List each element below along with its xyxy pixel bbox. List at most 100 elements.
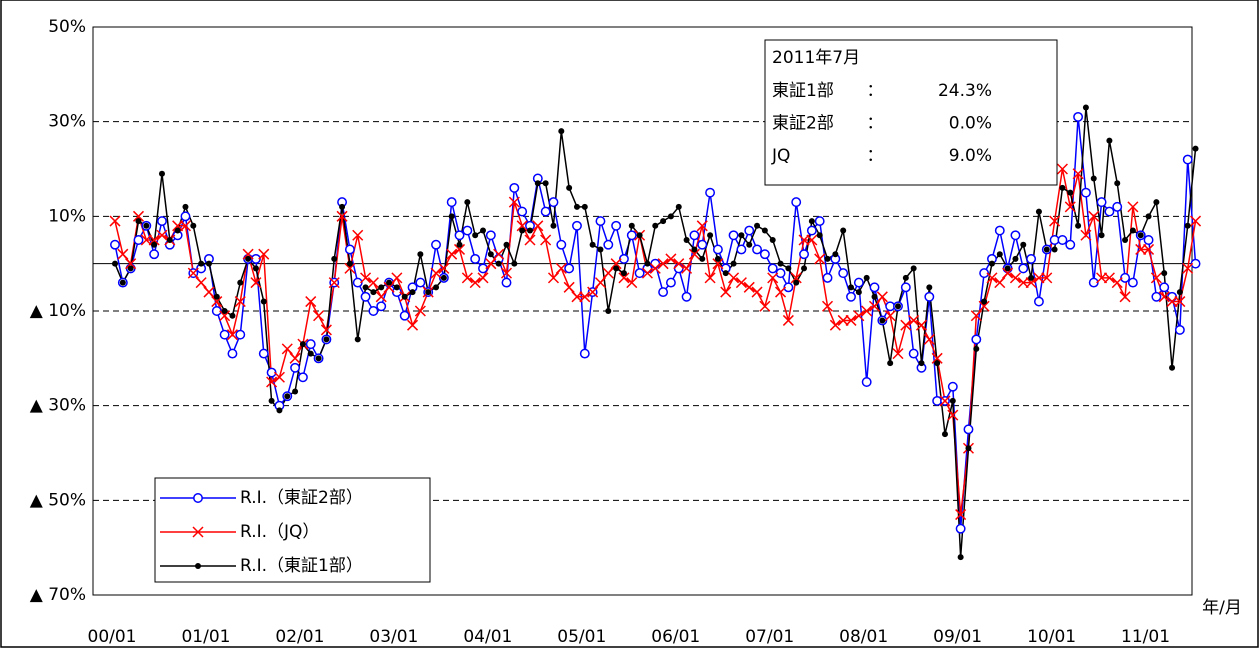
point xyxy=(689,230,700,241)
point xyxy=(297,372,308,383)
point xyxy=(1182,154,1193,165)
point xyxy=(871,293,878,300)
point xyxy=(273,371,285,383)
point xyxy=(1012,255,1019,262)
point xyxy=(127,265,134,272)
point xyxy=(673,258,685,270)
point xyxy=(691,246,698,253)
point xyxy=(517,206,528,217)
point xyxy=(754,222,761,229)
point xyxy=(683,237,690,243)
point xyxy=(1009,272,1021,284)
point xyxy=(431,239,441,250)
point xyxy=(634,268,645,279)
point xyxy=(869,282,880,293)
legend-marker xyxy=(195,563,201,569)
point xyxy=(939,395,951,407)
point xyxy=(135,218,142,225)
point xyxy=(1169,364,1176,371)
point xyxy=(1120,272,1131,283)
point xyxy=(965,445,972,452)
annotation-sep: ： xyxy=(867,81,884,101)
point xyxy=(320,324,332,336)
point xyxy=(156,229,168,241)
point xyxy=(746,241,753,248)
point xyxy=(816,232,823,239)
point xyxy=(346,260,353,267)
point xyxy=(548,197,559,208)
point xyxy=(658,287,669,298)
point xyxy=(587,286,599,298)
point xyxy=(996,251,1003,258)
point xyxy=(414,305,426,317)
point xyxy=(1174,324,1185,335)
point xyxy=(313,310,325,322)
point xyxy=(863,274,870,281)
point xyxy=(148,234,160,246)
point xyxy=(751,286,763,298)
legend-label: R.I.（JQ） xyxy=(240,522,319,542)
point xyxy=(556,239,567,250)
point xyxy=(738,232,745,239)
point xyxy=(728,230,739,241)
point xyxy=(1129,227,1136,234)
point xyxy=(211,296,223,308)
annotation-label: 東証2部 xyxy=(772,114,834,134)
point xyxy=(368,306,379,316)
point xyxy=(846,291,856,302)
point xyxy=(500,267,513,279)
point xyxy=(861,305,873,317)
point xyxy=(652,222,659,229)
point xyxy=(1182,262,1194,274)
point xyxy=(620,270,627,277)
point xyxy=(926,284,933,291)
y-tick-label: ▲ 50% xyxy=(30,490,86,510)
point xyxy=(900,282,911,293)
point xyxy=(705,187,716,198)
point xyxy=(245,255,252,262)
point xyxy=(799,249,809,260)
point xyxy=(963,424,974,435)
point xyxy=(736,244,747,255)
point xyxy=(1064,201,1076,213)
point xyxy=(636,232,643,239)
point xyxy=(331,255,338,262)
x-tick-label: 00/01 xyxy=(88,627,137,647)
point xyxy=(354,336,361,343)
point xyxy=(1174,296,1186,308)
point xyxy=(900,319,912,331)
point xyxy=(461,272,473,284)
point xyxy=(268,397,275,404)
point xyxy=(806,225,817,236)
point xyxy=(519,227,526,234)
point xyxy=(180,211,191,222)
point xyxy=(696,220,708,232)
point xyxy=(1127,201,1139,213)
x-tick-label: 04/01 xyxy=(463,627,512,647)
point xyxy=(775,268,786,279)
point xyxy=(360,291,371,302)
point xyxy=(1057,235,1068,245)
point xyxy=(923,333,935,345)
point xyxy=(1065,239,1076,250)
point xyxy=(237,279,244,286)
point xyxy=(555,262,567,274)
point xyxy=(1017,277,1029,289)
point xyxy=(328,277,340,289)
point xyxy=(242,248,254,260)
point xyxy=(902,274,909,281)
point xyxy=(516,220,528,232)
point xyxy=(1051,246,1058,253)
point xyxy=(1026,253,1037,264)
point xyxy=(462,225,473,236)
point xyxy=(478,263,488,274)
point xyxy=(649,262,661,274)
point xyxy=(480,227,487,234)
point xyxy=(485,230,496,241)
point xyxy=(845,314,857,326)
point xyxy=(618,272,630,284)
annotation-value: 0.0% xyxy=(949,114,992,134)
point xyxy=(566,184,573,191)
point xyxy=(1033,272,1045,284)
point xyxy=(970,310,982,322)
